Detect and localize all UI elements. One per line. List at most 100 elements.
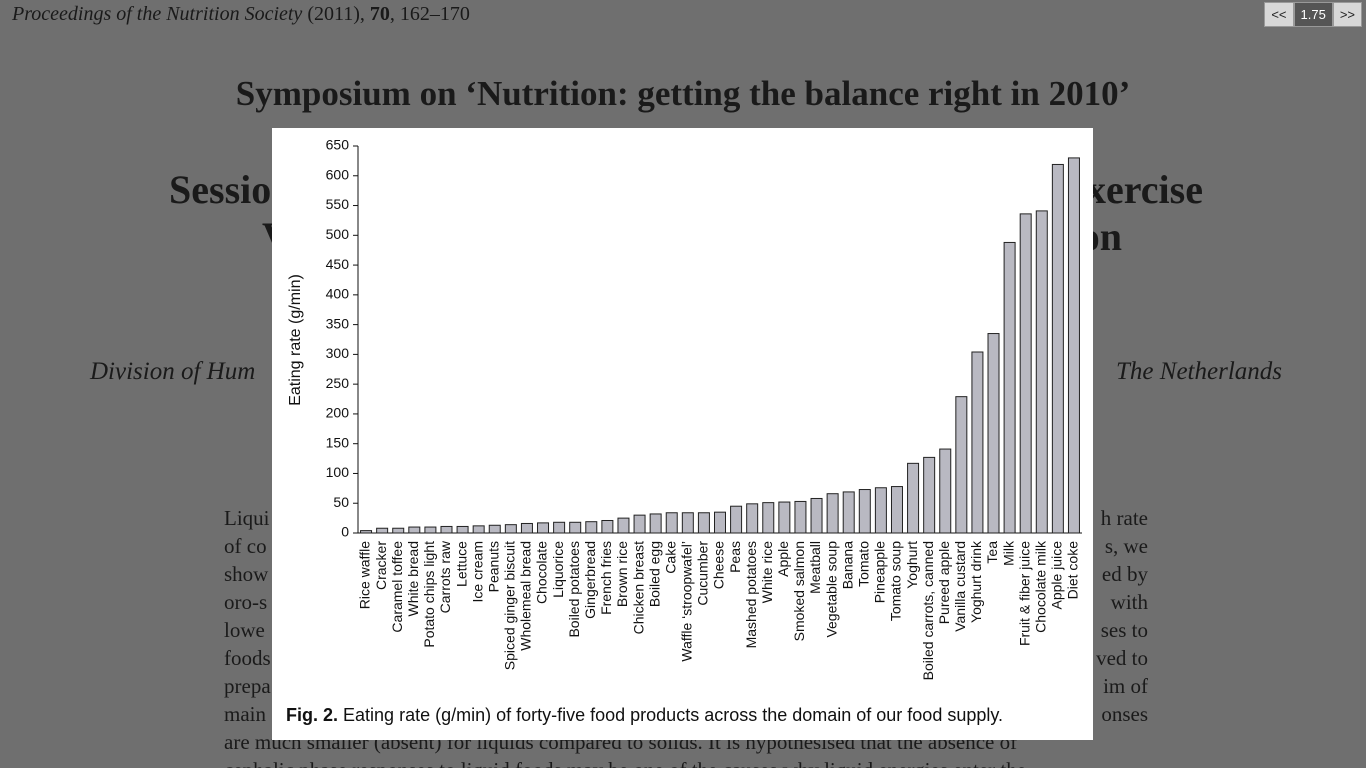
x-tick-label: Fruit & fiber juice bbox=[1016, 541, 1032, 646]
x-tick-label: Tomato soup bbox=[888, 541, 904, 621]
x-tick-label: Peas bbox=[727, 541, 743, 573]
x-tick-label: Boiled potatoes bbox=[566, 541, 582, 638]
x-tick-label: Apple bbox=[775, 541, 791, 577]
x-tick-label: Yoghurt bbox=[904, 541, 920, 589]
body-line: main bbox=[224, 702, 266, 726]
x-tick-label: Boiled carrots, canned bbox=[920, 541, 936, 680]
x-tick-label: Mashed potatoes bbox=[743, 541, 759, 648]
body-line: lowe bbox=[224, 618, 265, 642]
prev-button[interactable]: << bbox=[1264, 2, 1294, 27]
x-tick-label: Brown rice bbox=[614, 541, 630, 607]
session-right: xercise bbox=[1086, 167, 1203, 212]
caption-label: Fig. 2. bbox=[286, 705, 338, 725]
journal: Proceedings of the Nutrition Society bbox=[12, 3, 303, 25]
y-tick-label: 300 bbox=[326, 345, 350, 361]
bar bbox=[617, 517, 630, 534]
bar bbox=[360, 530, 373, 534]
bar bbox=[1003, 241, 1016, 534]
x-tick-label: Milk bbox=[1000, 540, 1016, 566]
doc-title: Symposium on ‘Nutrition: getting the bal… bbox=[235, 74, 1131, 113]
body-line: onses bbox=[1101, 702, 1148, 726]
bar bbox=[746, 503, 759, 534]
bar bbox=[697, 512, 710, 534]
bar bbox=[392, 527, 405, 534]
bar bbox=[1051, 163, 1064, 534]
viewer-controls: << 1.75 >> bbox=[1264, 2, 1362, 27]
bar bbox=[376, 527, 389, 534]
y-tick-label: 350 bbox=[326, 315, 350, 331]
bar bbox=[537, 522, 550, 534]
bar bbox=[730, 505, 743, 534]
bar bbox=[504, 524, 517, 534]
x-tick-label: Peanuts bbox=[485, 541, 501, 592]
bar bbox=[778, 501, 791, 534]
caption-text: Eating rate (g/min) of forty-five food p… bbox=[343, 705, 1003, 725]
body-line: of co bbox=[224, 534, 267, 558]
body-line: oro-s bbox=[224, 590, 268, 614]
bar bbox=[907, 462, 920, 534]
bar bbox=[681, 512, 694, 534]
x-tick-label: Carrots raw bbox=[437, 540, 453, 613]
x-tick-label: Chocolate bbox=[534, 541, 550, 604]
next-button[interactable]: >> bbox=[1332, 2, 1362, 27]
y-tick-label: 50 bbox=[333, 494, 349, 510]
x-tick-label: Smoked salmon bbox=[791, 541, 807, 641]
bar bbox=[1019, 213, 1032, 534]
x-tick-label: Wholemeal bread bbox=[518, 541, 534, 651]
volume: 70 bbox=[369, 3, 390, 25]
body-line: prepa bbox=[224, 674, 271, 698]
body-line: Liqui bbox=[224, 506, 270, 530]
chart: Eating rate (g/min) Fig. 2. Eating rate … bbox=[272, 128, 1093, 740]
bar bbox=[955, 396, 968, 534]
x-tick-label: Diet coke bbox=[1065, 541, 1081, 600]
bar bbox=[890, 486, 903, 534]
bar bbox=[794, 500, 807, 534]
y-tick-label: 550 bbox=[326, 196, 350, 212]
zoom-level[interactable]: 1.75 bbox=[1293, 2, 1333, 27]
body-left: Liqui of co show oro-s lowe foods prepa main bbox=[224, 504, 271, 728]
bar bbox=[520, 522, 533, 534]
x-tick-label: Tea bbox=[984, 541, 1000, 564]
x-tick-label: White rice bbox=[759, 541, 775, 603]
x-tick-label: Potato chips light bbox=[421, 541, 437, 648]
body-line: cephalic phase responses to liquid foods… bbox=[224, 756, 1026, 768]
x-tick-label: Ice cream bbox=[469, 541, 485, 602]
bar bbox=[810, 497, 823, 534]
bar bbox=[472, 525, 485, 534]
bar bbox=[923, 456, 936, 534]
bar bbox=[440, 525, 453, 534]
bar bbox=[456, 525, 469, 534]
y-tick-label: 0 bbox=[341, 524, 349, 540]
body-line: s, we bbox=[1104, 534, 1148, 558]
bar bbox=[633, 514, 646, 534]
bar bbox=[762, 502, 775, 534]
y-tick-label: 500 bbox=[326, 226, 350, 242]
bar bbox=[939, 448, 952, 534]
bar bbox=[649, 513, 662, 534]
body-line: ed by bbox=[1101, 562, 1148, 586]
bar bbox=[987, 333, 1000, 534]
x-tick-label: Vanilla custard bbox=[952, 541, 968, 632]
x-tick-label: Spiced ginger biscuit bbox=[502, 541, 518, 670]
pages: , 162–170 bbox=[389, 3, 470, 25]
y-tick-label: 650 bbox=[326, 137, 350, 153]
figure: Eating rate (g/min) Fig. 2. Eating rate … bbox=[272, 128, 1093, 745]
bar bbox=[585, 521, 598, 534]
bar bbox=[488, 524, 501, 534]
bar bbox=[665, 512, 678, 534]
x-tick-label: Cucumber bbox=[695, 541, 711, 606]
x-tick-label: Cheese bbox=[711, 541, 727, 589]
bar bbox=[714, 511, 726, 534]
x-tick-label: Meatball bbox=[807, 541, 823, 594]
running-header: Proceedings of the Nutrition Society (20… bbox=[12, 3, 470, 26]
bar bbox=[601, 519, 614, 534]
x-tick-label: Cracker bbox=[373, 541, 389, 590]
x-tick-label: Caramel toffee bbox=[389, 541, 405, 633]
body-line: show bbox=[224, 562, 269, 586]
x-tick-label: Liquorice bbox=[550, 541, 566, 598]
bar bbox=[553, 521, 566, 534]
y-tick-label: 450 bbox=[326, 256, 350, 272]
caption: Fig. 2. Eating rate (g/min) of forty-fiv… bbox=[286, 705, 1003, 725]
y-tick-label: 400 bbox=[326, 286, 350, 302]
x-tick-label: Waffle ‘stroopwafel’ bbox=[679, 541, 695, 662]
